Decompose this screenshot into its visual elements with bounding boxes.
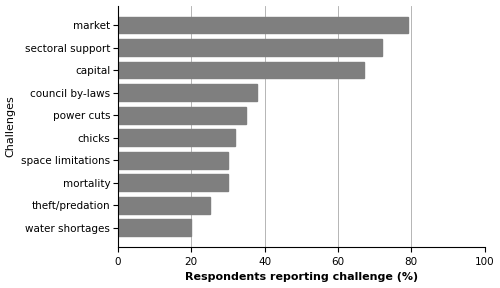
Bar bbox=[118, 152, 228, 168]
Y-axis label: Challenges: Challenges bbox=[6, 96, 16, 157]
Bar bbox=[118, 16, 408, 33]
Bar bbox=[118, 197, 210, 214]
Bar bbox=[118, 39, 382, 56]
Bar bbox=[118, 129, 235, 146]
Bar bbox=[118, 62, 364, 79]
X-axis label: Respondents reporting challenge (%): Respondents reporting challenge (%) bbox=[184, 272, 418, 283]
Bar bbox=[118, 107, 246, 124]
Bar bbox=[118, 174, 228, 191]
Bar bbox=[118, 84, 257, 101]
Bar bbox=[118, 219, 191, 236]
